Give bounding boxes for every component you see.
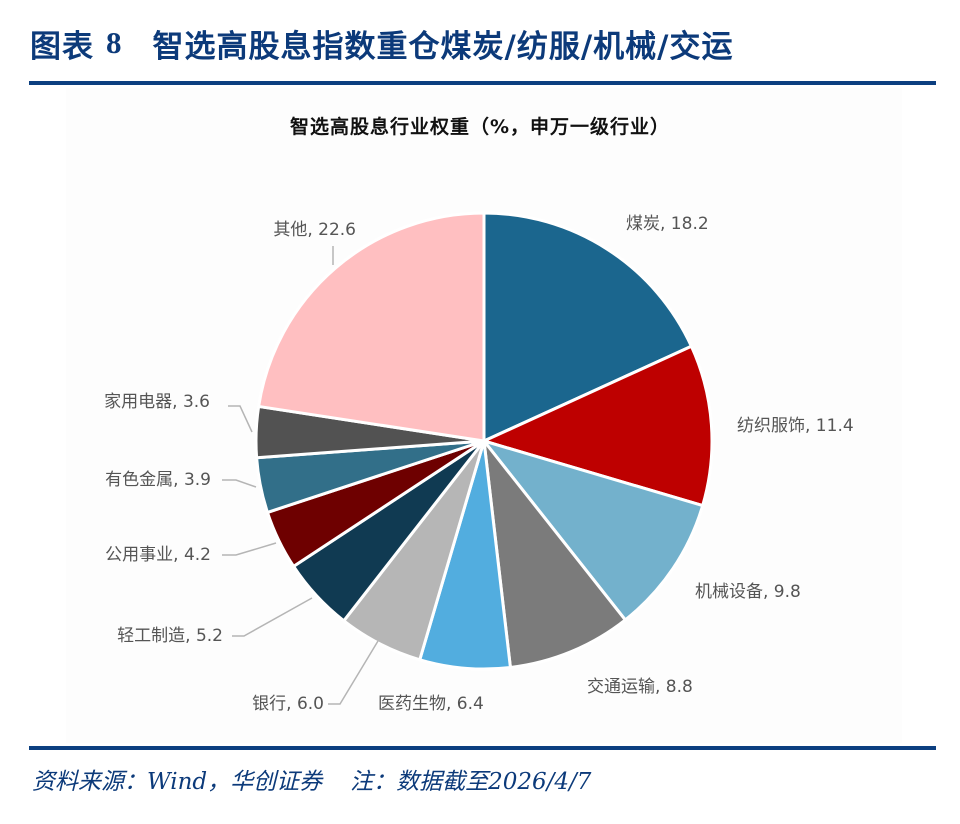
data-label: 煤炭, 18.2 bbox=[626, 214, 709, 234]
data-label: 有色金属, 3.9 bbox=[105, 470, 211, 490]
top-divider bbox=[29, 81, 936, 85]
leader-line bbox=[222, 542, 277, 556]
leader-line bbox=[222, 479, 257, 488]
leader-line bbox=[232, 597, 313, 637]
data-label: 轻工制造, 5.2 bbox=[117, 626, 223, 646]
pie-slices bbox=[254, 211, 714, 671]
data-label: 医药生物, 6.4 bbox=[378, 694, 484, 714]
leader-lines bbox=[222, 246, 379, 705]
pie-slice-11 bbox=[257, 211, 486, 443]
leader-line bbox=[328, 640, 379, 705]
data-label: 交通运输, 8.8 bbox=[587, 677, 693, 697]
data-label: 纺织服饰, 11.4 bbox=[737, 416, 854, 436]
source-text: 资料来源：Wind，华创证券 bbox=[32, 769, 323, 795]
figure-heading: 智选高股息指数重仓煤炭/纺服/机械/交运 bbox=[152, 28, 734, 65]
figure-title: 图表 8 智选高股息指数重仓煤炭/纺服/机械/交运 bbox=[30, 18, 733, 68]
figure-label: 图表 bbox=[30, 28, 94, 65]
pie-slice-3 bbox=[482, 439, 705, 622]
data-label: 家用电器, 3.6 bbox=[104, 392, 210, 412]
bottom-divider bbox=[29, 746, 936, 750]
data-label: 其他, 22.6 bbox=[273, 220, 356, 240]
data-label: 机械设备, 9.8 bbox=[695, 582, 801, 602]
chart-title: 智选高股息行业权重（%，申万一级行业） bbox=[289, 116, 671, 138]
source-note: 资料来源：Wind，华创证券 注：数据截至2026/4/7 bbox=[32, 762, 591, 796]
pie-slice-2 bbox=[482, 344, 714, 508]
date-note: 注：数据截至2026/4/7 bbox=[350, 769, 592, 795]
data-labels: 煤炭, 18.2 纺织服饰, 11.4 机械设备, 9.8 交通运输, 8.8 医药生物… bbox=[104, 214, 854, 714]
data-label: 公用事业, 4.2 bbox=[105, 545, 211, 565]
leader-line bbox=[228, 405, 253, 433]
data-label: 银行, 6.0 bbox=[252, 694, 324, 714]
figure-number: 8 bbox=[106, 25, 123, 60]
pie-slice-1 bbox=[482, 211, 693, 443]
pie-slice-4 bbox=[482, 439, 627, 669]
